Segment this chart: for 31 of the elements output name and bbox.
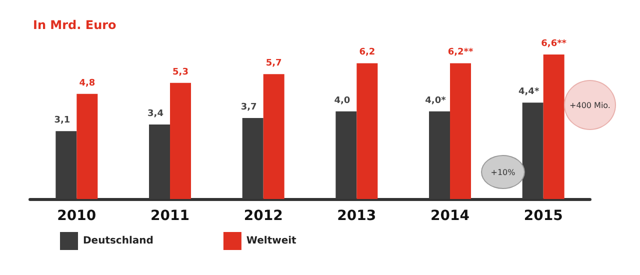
x-tick-label: 2014 — [430, 208, 470, 224]
bar — [543, 54, 564, 199]
data-label: 4,8 — [79, 78, 96, 88]
x-tick-label: 2013 — [337, 208, 376, 224]
legend-label: Deutschland — [83, 236, 154, 246]
x-tick-label: 2015 — [524, 208, 563, 224]
data-label: 6,2** — [448, 48, 474, 58]
data-label: 6,6** — [541, 38, 567, 49]
data-label: 3,7 — [240, 102, 257, 112]
ellipse-badge: +10% — [481, 155, 525, 189]
annotation: +10% — [490, 168, 516, 176]
bar — [450, 63, 471, 199]
x-tick-label: 2012 — [244, 208, 283, 224]
data-label: 4,0* — [425, 96, 446, 106]
data-label: 6,2 — [359, 48, 376, 58]
circle-badge: +400 Mio. — [564, 80, 616, 130]
data-label: 3,1 — [54, 116, 70, 126]
data-label: 5,7 — [266, 58, 282, 69]
bar — [263, 74, 284, 199]
data-label: 4,4* — [518, 87, 540, 98]
annotation: +400 Mio. — [570, 100, 610, 110]
bar — [76, 94, 98, 199]
data-label: 4,0 — [334, 96, 350, 106]
data-label: 3,4 — [148, 109, 164, 120]
x-tick-label: 2010 — [57, 208, 96, 224]
legend-label: Weltweit — [246, 236, 297, 246]
bar — [170, 82, 191, 199]
x-tick-label: 2011 — [150, 208, 190, 224]
chart-title: In Mrd. Euro — [33, 18, 116, 32]
data-label: 5,3 — [172, 67, 188, 78]
bar — [356, 63, 378, 199]
